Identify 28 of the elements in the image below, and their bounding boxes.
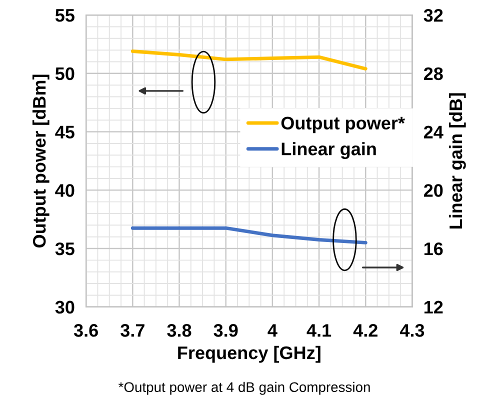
text: *Output power at 4 dB gain Compression bbox=[118, 382, 370, 395]
legend-label: Output power* bbox=[281, 116, 405, 134]
y-axis-title: Output power [dBm] bbox=[32, 74, 50, 248]
y2-axis-title: Linear gain [dB] bbox=[448, 93, 466, 228]
y2-tick-label: 32 bbox=[424, 8, 443, 22]
x-tick-label: 4.3 bbox=[400, 324, 424, 337]
x-tick-label: 3.7 bbox=[120, 324, 144, 337]
y2-tick-label: 20 bbox=[424, 184, 443, 197]
legend-label: Linear gain bbox=[282, 142, 376, 160]
x-tick-label: 4.1 bbox=[306, 324, 332, 337]
y2-tick-label: 16 bbox=[424, 242, 443, 256]
y2-tick-label: 28 bbox=[424, 67, 443, 80]
line-series bbox=[130, 226, 368, 244]
x-tick-label: 4.2 bbox=[353, 324, 378, 337]
line-series bbox=[130, 50, 368, 70]
y2-tick-label: 12 bbox=[424, 300, 443, 314]
x-axis-title: Frequency [GHz] bbox=[178, 346, 320, 363]
x-tick-label: 3.9 bbox=[214, 324, 238, 337]
x-tick-label: 4 bbox=[268, 324, 278, 337]
y-tick-label: 50 bbox=[55, 67, 74, 80]
y-tick-label: 30 bbox=[55, 300, 74, 314]
y-tick-label: 40 bbox=[55, 184, 74, 197]
y-tick-label: 35 bbox=[55, 242, 74, 256]
y2-tick-label: 24 bbox=[424, 126, 444, 138]
y-tick-label: 45 bbox=[55, 126, 74, 139]
x-tick-label: 3.6 bbox=[74, 324, 98, 337]
x-tick-label: 3.8 bbox=[167, 324, 192, 337]
y-tick-label: 55 bbox=[55, 9, 74, 22]
